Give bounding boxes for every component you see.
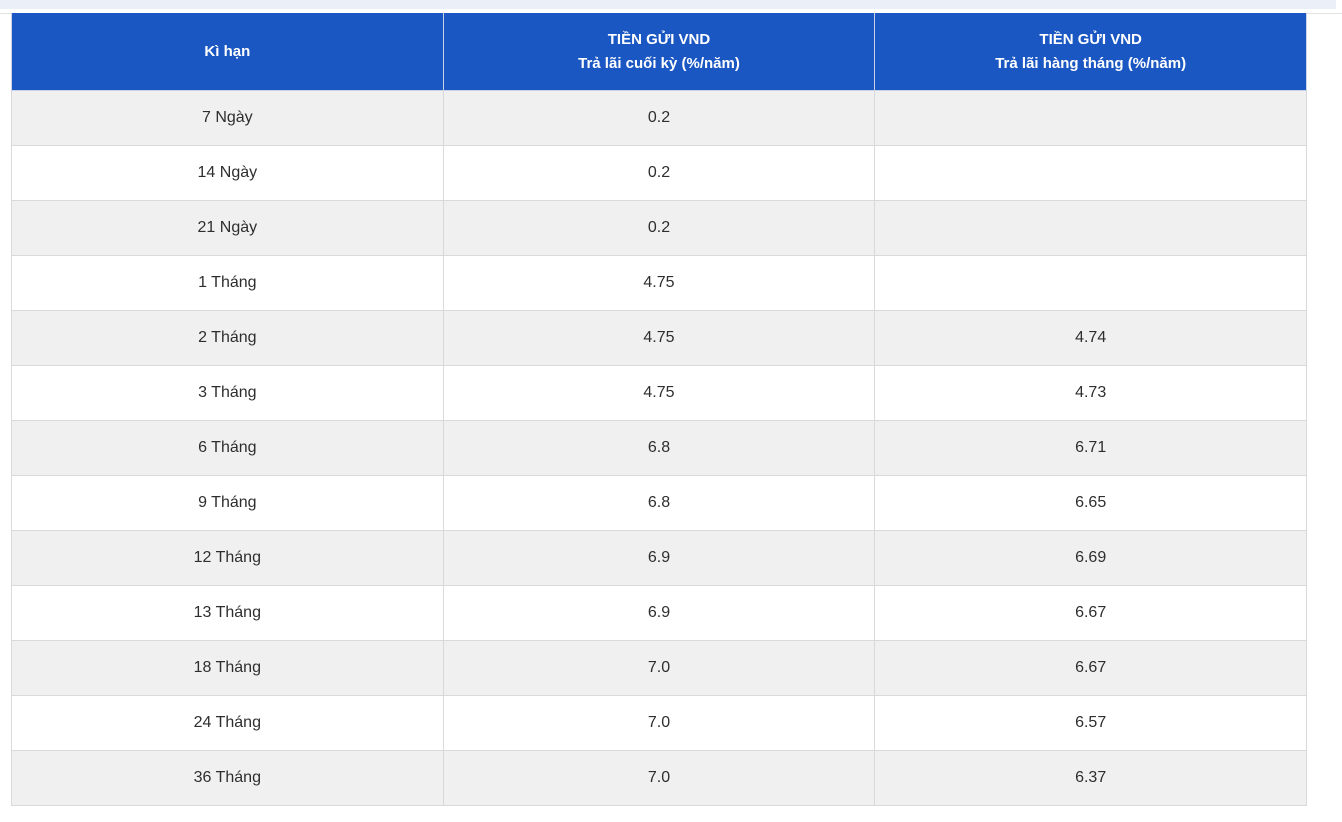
end-of-term-cell: 4.75 bbox=[442, 309, 876, 366]
table-row: 13 Tháng 6.9 6.67 bbox=[11, 584, 1307, 641]
monthly-cell bbox=[874, 89, 1307, 146]
col-header-term-label: Kì hạn bbox=[204, 42, 251, 60]
table-row: 3 Tháng 4.75 4.73 bbox=[11, 364, 1307, 421]
table-row: 18 Tháng 7.0 6.67 bbox=[11, 639, 1307, 696]
table-header-row: Kì hạn TIỀN GỬI VND Trả lãi cuối kỳ (%/n… bbox=[11, 13, 1307, 91]
col-header-end-of-term-subtitle: Trả lãi cuối kỳ (%/năm) bbox=[578, 54, 740, 72]
monthly-cell: 6.69 bbox=[874, 529, 1307, 586]
monthly-cell: 6.57 bbox=[874, 694, 1307, 751]
col-header-monthly-subtitle: Trả lãi hàng tháng (%/năm) bbox=[995, 54, 1187, 72]
term-cell: 18 Tháng bbox=[11, 639, 444, 696]
term-cell: 3 Tháng bbox=[11, 364, 444, 421]
monthly-cell: 6.65 bbox=[874, 474, 1307, 531]
end-of-term-cell: 4.75 bbox=[442, 254, 876, 311]
end-of-term-cell: 0.2 bbox=[442, 199, 876, 256]
table-row: 1 Tháng 4.75 bbox=[11, 254, 1307, 311]
term-cell: 6 Tháng bbox=[11, 419, 444, 476]
term-cell: 12 Tháng bbox=[11, 529, 444, 586]
end-of-term-cell: 6.8 bbox=[442, 419, 876, 476]
col-header-end-of-term-title: TIỀN GỬI VND bbox=[607, 30, 711, 48]
end-of-term-cell: 7.0 bbox=[442, 639, 876, 696]
monthly-cell: 6.67 bbox=[874, 639, 1307, 696]
table-row: 12 Tháng 6.9 6.69 bbox=[11, 529, 1307, 586]
end-of-term-cell: 0.2 bbox=[442, 144, 876, 201]
monthly-cell: 4.73 bbox=[874, 364, 1307, 421]
table-row: 36 Tháng 7.0 6.37 bbox=[11, 749, 1307, 806]
end-of-term-cell: 4.75 bbox=[442, 364, 876, 421]
term-cell: 14 Ngày bbox=[11, 144, 444, 201]
term-cell: 21 Ngày bbox=[11, 199, 444, 256]
rates-table: Kì hạn TIỀN GỬI VND Trả lãi cuối kỳ (%/n… bbox=[11, 13, 1307, 806]
monthly-cell bbox=[874, 144, 1307, 201]
term-cell: 36 Tháng bbox=[11, 749, 444, 806]
term-cell: 13 Tháng bbox=[11, 584, 444, 641]
table-row: 2 Tháng 4.75 4.74 bbox=[11, 309, 1307, 366]
end-of-term-cell: 7.0 bbox=[442, 749, 876, 806]
monthly-cell: 6.71 bbox=[874, 419, 1307, 476]
table-row: 6 Tháng 6.8 6.71 bbox=[11, 419, 1307, 476]
end-of-term-cell: 0.2 bbox=[442, 89, 876, 146]
table-row: 9 Tháng 6.8 6.65 bbox=[11, 474, 1307, 531]
monthly-cell: 4.74 bbox=[874, 309, 1307, 366]
col-header-end-of-term: TIỀN GỬI VND Trả lãi cuối kỳ (%/năm) bbox=[442, 13, 876, 91]
monthly-cell: 6.37 bbox=[874, 749, 1307, 806]
table-row: 21 Ngày 0.2 bbox=[11, 199, 1307, 256]
monthly-cell bbox=[874, 254, 1307, 311]
col-header-monthly: TIỀN GỬI VND Trả lãi hàng tháng (%/năm) bbox=[874, 13, 1307, 91]
top-strip bbox=[0, 0, 1336, 9]
table-row: 24 Tháng 7.0 6.57 bbox=[11, 694, 1307, 751]
end-of-term-cell: 6.8 bbox=[442, 474, 876, 531]
end-of-term-cell: 6.9 bbox=[442, 529, 876, 586]
term-cell: 1 Tháng bbox=[11, 254, 444, 311]
col-header-monthly-title: TIỀN GỬI VND bbox=[1039, 30, 1142, 48]
table-row: 14 Ngày 0.2 bbox=[11, 144, 1307, 201]
term-cell: 2 Tháng bbox=[11, 309, 444, 366]
table-row: 7 Ngày 0.2 bbox=[11, 89, 1307, 146]
end-of-term-cell: 7.0 bbox=[442, 694, 876, 751]
term-cell: 9 Tháng bbox=[11, 474, 444, 531]
term-cell: 24 Tháng bbox=[11, 694, 444, 751]
col-header-term: Kì hạn bbox=[11, 13, 444, 91]
end-of-term-cell: 6.9 bbox=[442, 584, 876, 641]
monthly-cell: 6.67 bbox=[874, 584, 1307, 641]
term-cell: 7 Ngày bbox=[11, 89, 444, 146]
monthly-cell bbox=[874, 199, 1307, 256]
